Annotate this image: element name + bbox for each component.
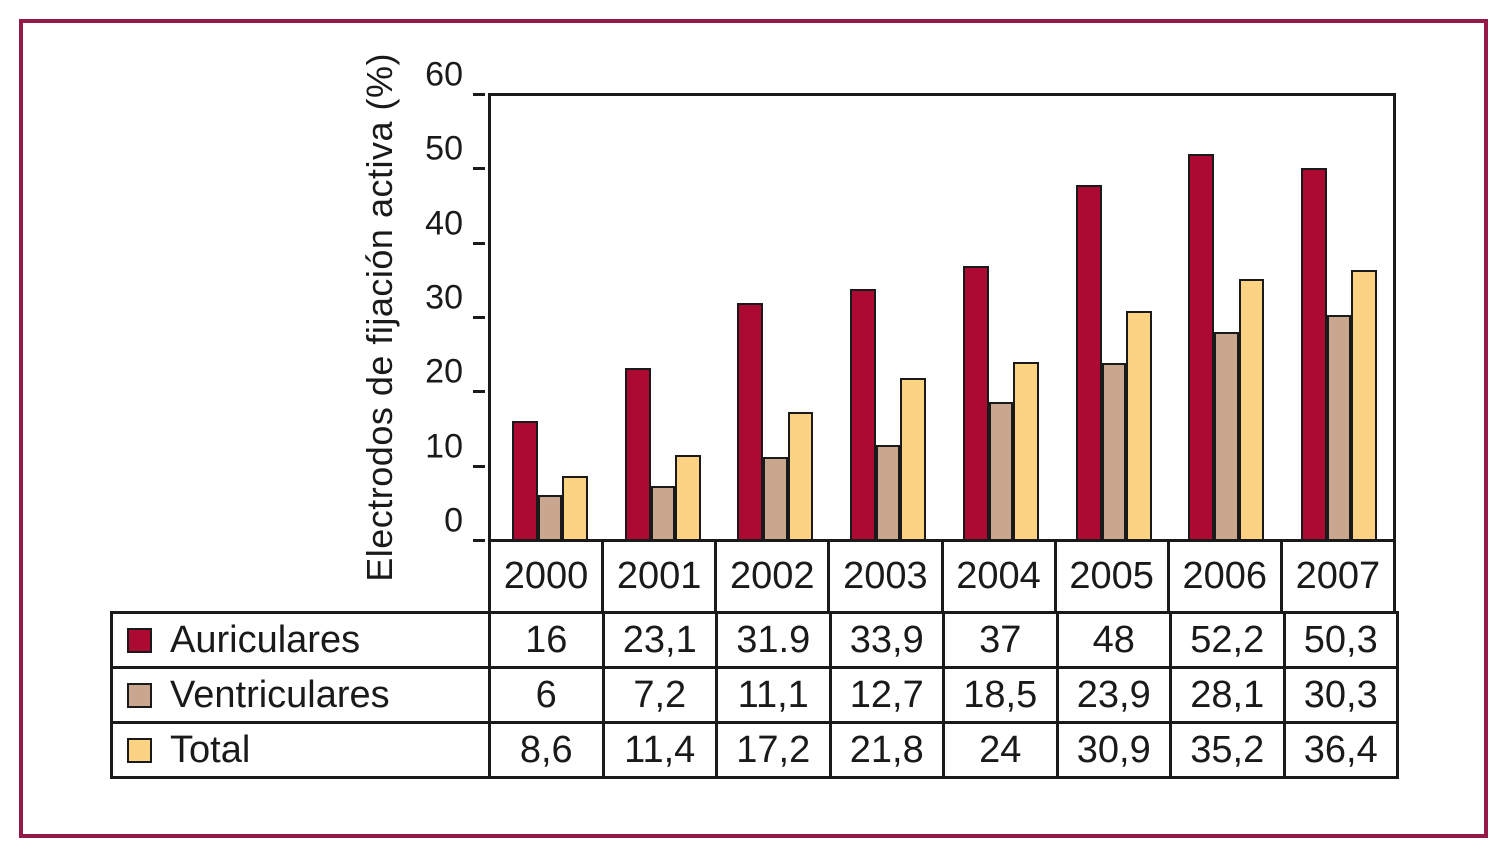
- bar-group-2000: [491, 96, 604, 539]
- x-category-2001: 2001: [601, 542, 714, 611]
- y-tick-mark: [473, 539, 485, 542]
- y-tick-mark: [473, 316, 485, 319]
- value-cell-auriculares-2001: 23,1: [601, 611, 718, 669]
- x-category-2000: 2000: [503, 555, 589, 597]
- bar-total-2003: [900, 378, 927, 539]
- legend-swatch-auriculares: [127, 627, 152, 653]
- value-cell-total-2001: 11,4: [601, 721, 718, 779]
- value-cell-total-2002: 17,2: [715, 721, 832, 779]
- bar-auriculares-2005: [1075, 184, 1102, 539]
- value-cell-ventriculares-2004: 18,5: [942, 666, 1059, 724]
- bar-total-2001: [674, 454, 701, 539]
- y-tick-mark: [473, 241, 485, 245]
- bar-ventriculares-2003: [876, 445, 901, 539]
- value-cell-ventriculares-2002: 11,1: [715, 666, 832, 724]
- figure-border-frame: [19, 19, 1488, 838]
- value-cell-total-2007: 36,4: [1282, 721, 1399, 779]
- value-cell-total-2006: 35,2: [1169, 721, 1286, 779]
- value-cell-total-2003: 21,8: [828, 721, 945, 779]
- x-category-2004: 2004: [940, 542, 1054, 611]
- bar-total-2006: [1238, 279, 1265, 539]
- y-tick-label: 10: [425, 427, 463, 466]
- y-tick-label: 50: [425, 129, 463, 168]
- y-tick-mark: [473, 390, 485, 394]
- bar-auriculares-2004: [962, 265, 989, 539]
- value-cell-ventriculares-2005: 23,9: [1055, 666, 1172, 724]
- bar-ventriculares-2002: [763, 457, 788, 539]
- legend-label: Total: [170, 728, 251, 771]
- value-cell-ventriculares-2006: 28,1: [1169, 666, 1286, 724]
- x-category-2007: 2007: [1279, 542, 1393, 611]
- bar-total-2005: [1125, 310, 1152, 539]
- bar-total-2002: [787, 412, 814, 539]
- bar-ventriculares-2001: [650, 485, 675, 539]
- value-cell-auriculares-2005: 48: [1055, 611, 1172, 669]
- bar-total-2007: [1351, 270, 1378, 539]
- bar-auriculares-2006: [1188, 153, 1215, 539]
- value-cell-auriculares-2007: 50,3: [1282, 611, 1399, 669]
- table-row-total: Total 8,6 11,4 17,2 21,8 24 30,9 35,2 36,4: [110, 721, 1399, 779]
- legend-cell-auriculares: Auriculares: [110, 611, 491, 669]
- bar-total-2004: [1013, 361, 1039, 539]
- y-tick-label: 40: [425, 204, 463, 243]
- bar-group-2003: [829, 96, 942, 539]
- x-category-2006: 2006: [1166, 542, 1280, 611]
- bar-ventriculares-2007: [1327, 315, 1352, 539]
- plot-area: [488, 93, 1396, 542]
- y-tick-label: 20: [425, 352, 463, 391]
- value-cell-total-2004: 24: [942, 721, 1059, 779]
- bar-auriculares-2002: [737, 303, 764, 539]
- data-table: Auriculares 16 23,1 31.9 33,9 37 48 52,2 50,3 Ven…: [110, 611, 1399, 779]
- x-category-2002: 2002: [714, 542, 827, 611]
- bar-ventriculares-2004: [988, 402, 1014, 539]
- value-cell-ventriculares-2000: 6: [488, 666, 605, 724]
- x-category-2003: 2003: [827, 542, 940, 611]
- x-axis-year-row: 2000 2001 2002 2003 2004 2005 2006 2007: [488, 542, 1396, 611]
- y-tick-mark: [473, 93, 485, 96]
- bar-group-2002: [717, 96, 830, 539]
- bar-group-2001: [604, 96, 717, 539]
- bar-ventriculares-2000: [537, 494, 563, 539]
- value-cell-ventriculares-2003: 12,7: [828, 666, 945, 724]
- legend-cell-total: Total: [110, 721, 491, 779]
- value-cell-auriculares-2004: 37: [942, 611, 1059, 669]
- table-row-ventriculares: Ventriculares 6 7,2 11,1 12,7 18,5 23,9 28,1 30,…: [110, 666, 1399, 724]
- legend-label: Ventriculares: [170, 673, 390, 716]
- y-tick-label: 0: [444, 501, 463, 540]
- value-cell-auriculares-2006: 52,2: [1169, 611, 1286, 669]
- bar-ventriculares-2005: [1101, 362, 1126, 539]
- legend-swatch-ventriculares: [127, 682, 152, 708]
- value-cell-auriculares-2003: 33,9: [828, 611, 945, 669]
- y-tick-label: 30: [425, 278, 463, 317]
- value-cell-total-2005: 30,9: [1055, 721, 1172, 779]
- bar-group-2004: [942, 96, 1055, 539]
- y-tick-mark: [473, 464, 485, 468]
- bar-total-2000: [562, 475, 588, 539]
- y-tick-label: 60: [425, 55, 463, 94]
- value-cell-ventriculares-2007: 30,3: [1282, 666, 1399, 724]
- y-axis-ticks: 0 10 20 30 40 50 60: [0, 56, 488, 542]
- bar-auriculares-2003: [850, 288, 877, 539]
- bar-group-2007: [1280, 96, 1393, 539]
- legend-label: Auriculares: [170, 618, 361, 661]
- bar-ventriculares-2006: [1214, 331, 1239, 539]
- value-cell-ventriculares-2001: 7,2: [601, 666, 718, 724]
- bar-auriculares-2000: [511, 420, 538, 539]
- bar-group-2006: [1168, 96, 1281, 539]
- value-cell-auriculares-2002: 31.9: [715, 611, 832, 669]
- bar-auriculares-2007: [1301, 167, 1328, 539]
- legend-cell-ventriculares: Ventriculares: [110, 666, 491, 724]
- bar-auriculares-2001: [624, 368, 651, 539]
- table-row-auriculares: Auriculares 16 23,1 31.9 33,9 37 48 52,2 50,3: [110, 611, 1399, 669]
- value-cell-auriculares-2000: 16: [488, 611, 605, 669]
- y-tick-mark: [473, 167, 485, 171]
- legend-swatch-total: [127, 737, 152, 763]
- x-category-2005: 2005: [1053, 542, 1167, 611]
- value-cell-total-2000: 8,6: [488, 721, 605, 779]
- bar-group-2005: [1055, 96, 1168, 539]
